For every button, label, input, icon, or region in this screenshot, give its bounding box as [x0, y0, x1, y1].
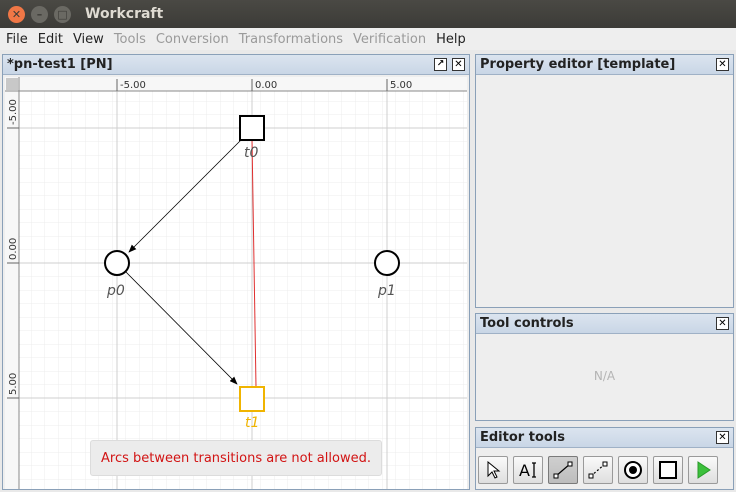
text-tool-button[interactable]: A — [513, 456, 543, 484]
menu-view[interactable]: View — [72, 31, 104, 47]
ruler-ticks — [7, 79, 388, 399]
menu-transformations[interactable]: Transformations — [238, 31, 344, 47]
menu-verification[interactable]: Verification — [353, 31, 427, 47]
ruler-y-label-pos: 5.00 — [8, 373, 19, 395]
label-p0: p0 — [106, 283, 125, 299]
menu-file[interactable]: File — [6, 31, 28, 47]
window-titlebar: ✕ – □ Workcraft — [0, 0, 736, 28]
invalid-arc-t0-t1 — [251, 138, 257, 388]
popout-icon[interactable]: ↗ — [434, 58, 447, 71]
editor-tools-header: Editor tools ✕ — [476, 428, 733, 448]
connect-tool-button[interactable] — [548, 456, 578, 484]
cursor-icon — [487, 461, 501, 479]
svg-text:A: A — [519, 461, 530, 479]
ruler-x-label-pos: 5.00 — [390, 80, 412, 91]
label-p1: p1 — [377, 283, 396, 299]
place-icon — [624, 461, 642, 479]
editor-toolbar: A — [478, 456, 723, 484]
tool-controls-title: Tool controls — [480, 316, 574, 331]
canvas-svg[interactable]: -5.00 0.00 5.00 -5.00 0.00 5.00 t0 p0 p1… — [5, 77, 467, 489]
editor-tools-panel: Editor tools ✕ A — [475, 427, 734, 490]
window-close-button[interactable]: ✕ — [8, 5, 25, 23]
dashed-connect-icon — [588, 461, 608, 479]
select-tool-button[interactable] — [478, 456, 508, 484]
window-title: Workcraft — [85, 6, 164, 22]
window-maximize-button[interactable]: □ — [54, 5, 71, 23]
read-arc-tool-button[interactable] — [583, 456, 613, 484]
menu-tools[interactable]: Tools — [113, 31, 146, 47]
ruler-horizontal — [5, 77, 467, 91]
close-icon[interactable]: ✕ — [452, 58, 465, 71]
property-editor-panel: Property editor [template] ✕ — [475, 54, 734, 308]
grid-minor — [19, 91, 467, 489]
menu-help[interactable]: Help — [436, 31, 466, 47]
transition-icon — [659, 461, 677, 479]
tool-controls-panel: Tool controls ✕ N/A — [475, 313, 734, 421]
property-editor-title: Property editor [template] — [480, 57, 676, 72]
arc-p0-t1[interactable] — [125, 271, 238, 385]
menu-conversion[interactable]: Conversion — [155, 31, 229, 47]
ruler-corner-icon — [6, 78, 18, 90]
label-t0: t0 — [244, 145, 258, 161]
place-p0[interactable] — [104, 250, 130, 276]
play-icon — [697, 461, 711, 479]
close-icon[interactable]: ✕ — [716, 431, 729, 444]
transition-t0[interactable] — [239, 115, 265, 141]
ruler-y-label-zero: 0.00 — [8, 238, 19, 260]
simulation-tool-button[interactable] — [688, 456, 718, 484]
error-message: Arcs between transitions are not allowed… — [90, 440, 382, 476]
close-icon[interactable]: ✕ — [716, 317, 729, 330]
window-minimize-button[interactable]: – — [31, 5, 48, 23]
label-t1: t1 — [245, 415, 259, 431]
tool-controls-placeholder: N/A — [593, 369, 616, 383]
ruler-x-label-neg: -5.00 — [120, 80, 146, 91]
place-tool-button[interactable] — [618, 456, 648, 484]
place-p1[interactable] — [374, 250, 400, 276]
property-editor-header: Property editor [template] ✕ — [476, 55, 733, 75]
transition-t1[interactable] — [239, 386, 265, 412]
ruler-x-label-zero: 0.00 — [255, 80, 277, 91]
editor-tab-title: *pn-test1 [PN] — [7, 57, 113, 72]
connect-icon — [553, 461, 573, 479]
menu-edit[interactable]: Edit — [37, 31, 63, 47]
text-cursor-icon: A — [519, 461, 536, 479]
tool-controls-header: Tool controls ✕ — [476, 314, 733, 334]
arc-t0-p0[interactable] — [128, 138, 243, 253]
editor-tools-title: Editor tools — [480, 430, 565, 445]
transition-tool-button[interactable] — [653, 456, 683, 484]
ruler-vertical — [5, 77, 19, 489]
menu-bar: File Edit View Tools Conversion Transfor… — [0, 28, 736, 50]
close-icon[interactable]: ✕ — [716, 58, 729, 71]
editor-tab-header[interactable]: *pn-test1 [PN] ↗ ✕ — [3, 55, 469, 75]
editor-panel: *pn-test1 [PN] ↗ ✕ — [2, 54, 470, 490]
editor-canvas[interactable]: -5.00 0.00 5.00 -5.00 0.00 5.00 t0 p0 p1… — [5, 77, 467, 489]
ruler-y-label-neg: -5.00 — [8, 99, 19, 125]
